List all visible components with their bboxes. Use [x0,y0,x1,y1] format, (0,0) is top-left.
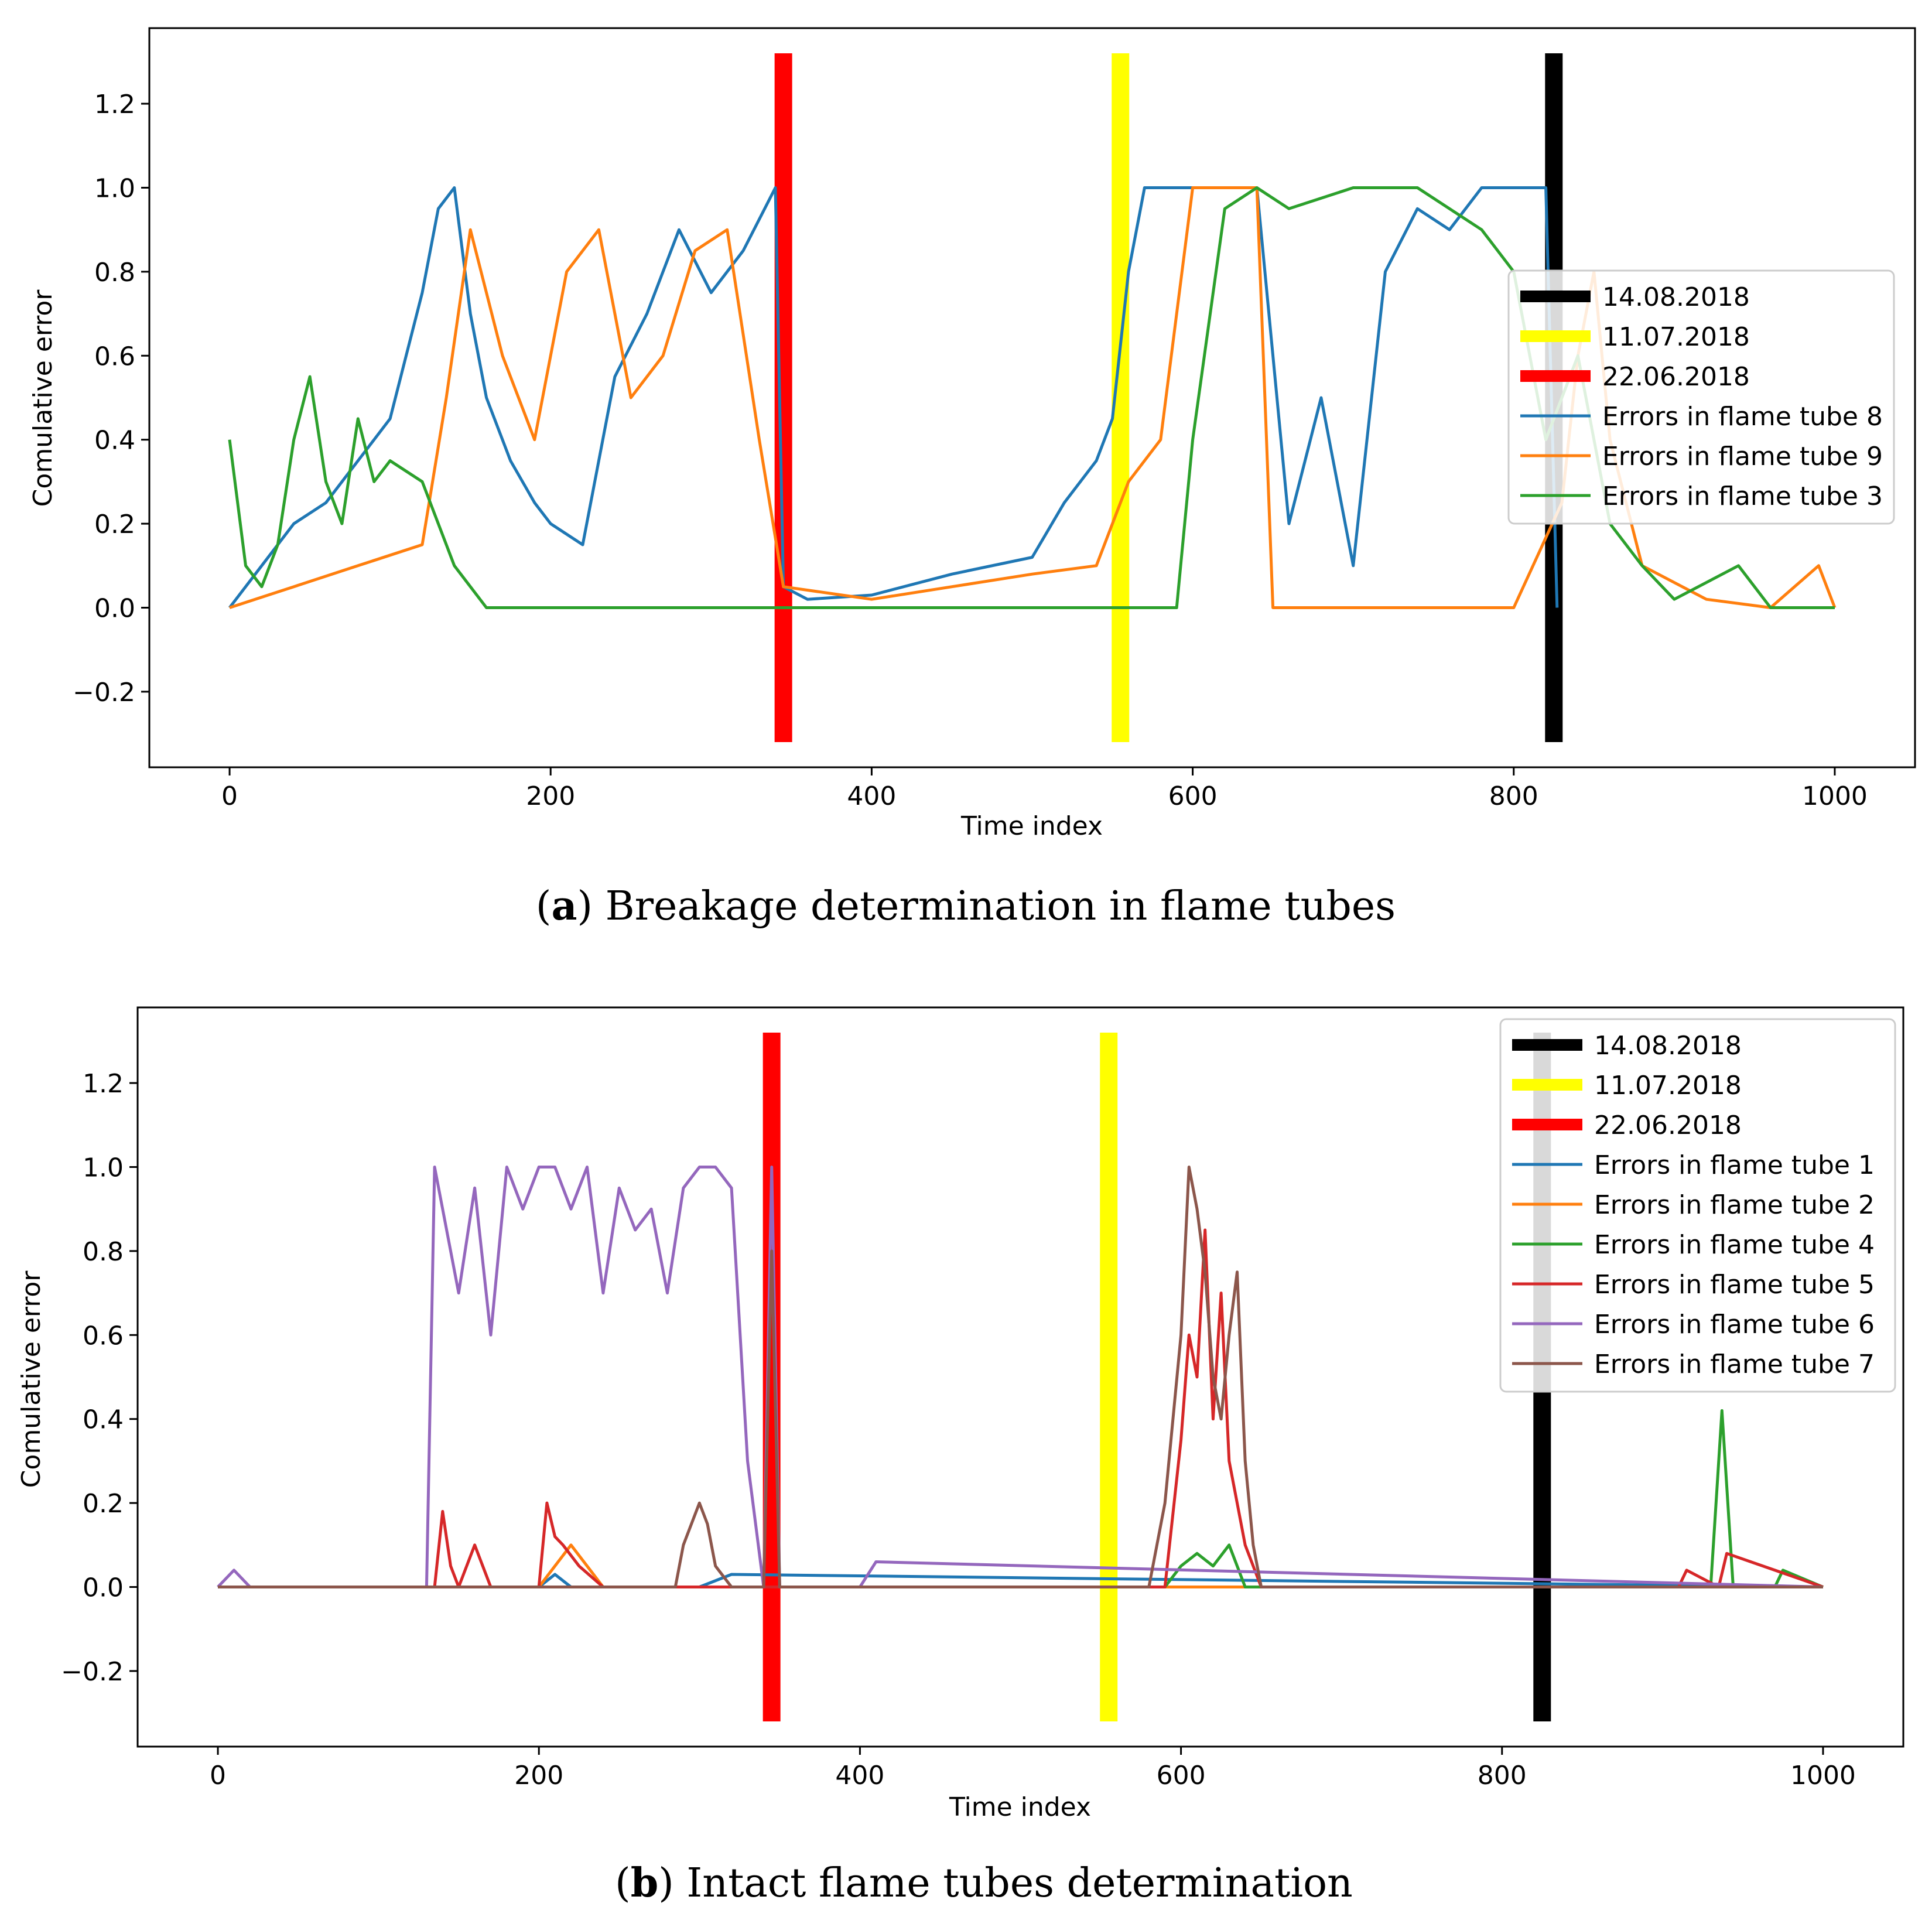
panel-caption: (b) Intact flame tubes determination [615,1860,1353,1906]
y-tick-label: 0.0 [83,1573,124,1603]
legend-entry-11-07-2018: 11.07.2018 [1602,322,1750,352]
legend-entry-14-08-2018: 14.08.2018 [1602,282,1750,312]
legend-box [1507,269,1895,525]
legend-entry-22-06-2018: 22.06.2018 [1594,1111,1742,1140]
x-tick-label: 0 [221,781,238,811]
y-tick-label: 0.4 [94,426,135,456]
y-tick-label: 0.2 [83,1489,124,1519]
legend-entry-errors-in-flame-tube-3: Errors in flame tube 3 [1602,481,1883,511]
panel-b: 0 200 400 600 800 1000 −0.2 0.0 0.2 0.4 0.6 0.8 1.0… [0,961,1932,1925]
x-tick-label: 600 [1168,781,1218,811]
x-tick-label: 200 [526,781,575,811]
x-axis-label: Time index [960,811,1103,841]
marker-bars [762,1033,1551,1721]
series-line-errors-in-flame-tube-4 [218,1409,1824,1588]
x-tick-label: 0 [210,1761,226,1791]
series-line-errors-in-flame-tube-8 [228,186,1559,609]
y-tick-label: 0.6 [94,341,135,371]
y-axis-label: Comulative error [28,289,58,507]
chart-a: 0 200 400 600 800 1000 −0.2 0.0 0.2 0.4 0.6 0.8 1.0… [28,27,1916,930]
legend: 14.08.2018 11.07.2018 22.06.2018 Errors in … [1499,1018,1896,1393]
panel-a: 0 200 400 600 800 1000 −0.2 0.0 0.2 0.4 0.6 0.8 1.0… [0,0,1932,961]
x-tick-label: 400 [835,1761,884,1791]
legend-box [1499,1018,1896,1393]
y-tick-label: 1.2 [94,90,135,119]
legend-entry-errors-in-flame-tube-8: Errors in flame tube 8 [1602,402,1883,432]
y-tick-label: 0.0 [94,594,135,624]
x-tick-label: 1000 [1790,1761,1856,1791]
y-tick-label: 0.8 [94,258,135,288]
panel-letter: b [631,1860,659,1906]
caption-text: Breakage determination in flame tubes [606,883,1396,930]
plot-frame [148,27,1916,768]
plot-frame [136,1006,1904,1748]
legend-entry-errors-in-flame-tube-9: Errors in flame tube 9 [1602,442,1883,472]
x-axis-label: Time index [949,1792,1091,1822]
y-tick-label: −0.2 [73,678,135,708]
legend: 14.08.2018 11.07.2018 22.06.2018 Errors in … [1507,269,1895,525]
legend-entry-errors-in-flame-tube-4: Errors in flame tube 4 [1594,1230,1875,1260]
legend-entry-errors-in-flame-tube-7: Errors in flame tube 7 [1594,1349,1875,1379]
legend-entry-22-06-2018: 22.06.2018 [1602,362,1750,392]
x-tick-label: 1000 [1802,781,1868,811]
y-tick-label: 1.2 [83,1069,124,1099]
legend-entry-errors-in-flame-tube-1: Errors in flame tube 1 [1594,1150,1875,1180]
y-tick-label: 0.2 [94,510,135,539]
y-axis: −0.2 0.0 0.2 0.4 0.6 0.8 1.0 1.2 [61,1069,138,1687]
legend-entry-14-08-2018: 14.08.2018 [1594,1031,1742,1061]
y-axis: −0.2 0.0 0.2 0.4 0.6 0.8 1.0 1.2 [73,90,149,708]
marker-bars [774,53,1563,742]
series-lines [217,1166,1824,1588]
legend-entry-11-07-2018: 11.07.2018 [1594,1071,1742,1101]
y-tick-label: 1.0 [94,173,135,203]
legend-entry-errors-in-flame-tube-5: Errors in flame tube 5 [1594,1270,1875,1300]
x-tick-label: 200 [514,1761,563,1791]
panel-letter: a [551,883,577,930]
legend-entry-errors-in-flame-tube-6: Errors in flame tube 6 [1594,1310,1875,1340]
series-line-errors-in-flame-tube-7 [218,1166,1823,1588]
x-tick-label: 400 [847,781,896,811]
x-axis: 0 200 400 600 800 1000 [221,767,1868,811]
caption-text: Intact flame tubes determination [686,1860,1352,1906]
y-tick-label: −0.2 [61,1657,124,1687]
y-tick-label: 0.6 [83,1321,124,1351]
y-tick-label: 0.8 [83,1237,124,1267]
y-tick-label: 0.4 [83,1405,124,1435]
chart-b: 0 200 400 600 800 1000 −0.2 0.0 0.2 0.4 0.6 0.8 1.0… [16,1006,1904,1906]
x-tick-label: 800 [1489,781,1538,811]
y-axis-label: Comulative error [16,1270,46,1488]
legend-entry-errors-in-flame-tube-2: Errors in flame tube 2 [1594,1190,1875,1220]
panel-caption: (a) Breakage determination in flame tube… [536,883,1396,930]
x-axis: 0 200 400 600 800 1000 [210,1747,1856,1791]
y-tick-label: 1.0 [83,1153,124,1183]
x-tick-label: 800 [1478,1761,1527,1791]
x-tick-label: 600 [1157,1761,1206,1791]
